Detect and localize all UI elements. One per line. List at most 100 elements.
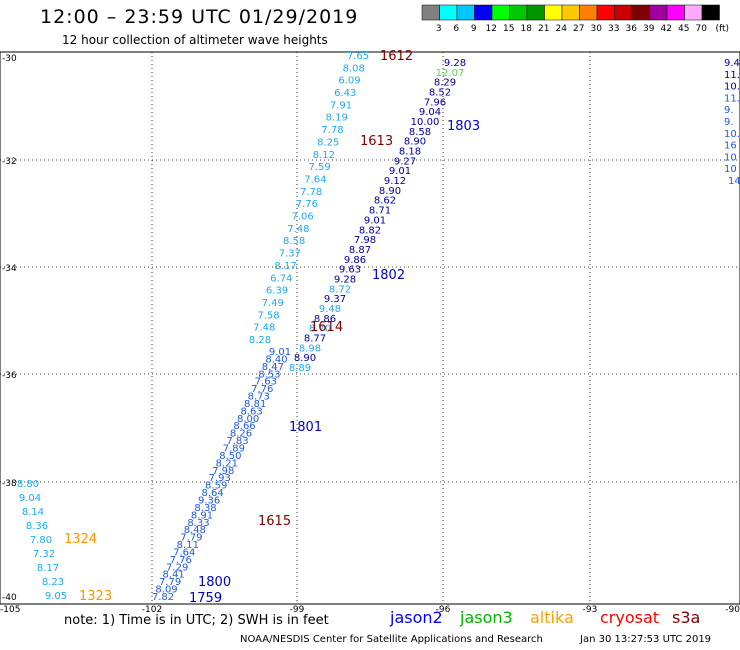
swh-value: 8.73	[248, 392, 270, 403]
axis-labels: -30 -32 -34 -36 -38 -40 -105 -102 -99 -96 -93 -90	[0, 54, 740, 615]
swh-value: 7.76	[251, 384, 273, 395]
lon-label: -90	[725, 605, 740, 615]
swh-value: 8.58	[283, 236, 305, 247]
swh-value: 8.28	[249, 335, 271, 346]
swh-value: 8.11	[177, 540, 199, 551]
swh-value: 8.09	[155, 585, 177, 596]
swh-value: 8.47	[262, 362, 284, 373]
swh-value-edge: 9.	[724, 105, 734, 116]
swh-value: 6.74	[270, 273, 292, 284]
swh-value-edge: 10.4	[724, 82, 740, 93]
legend-label: 36	[626, 24, 638, 34]
legend-unit: (ft)	[716, 24, 730, 34]
legend-label: 30	[591, 24, 603, 34]
swh-value: 7.78	[300, 187, 322, 198]
legend-label: 24	[556, 24, 568, 34]
legend-swatch	[666, 4, 685, 21]
lat-label: -34	[2, 264, 17, 274]
swh-value: 8.23	[42, 577, 64, 588]
swh-value: 6.09	[338, 76, 360, 87]
swh-value: 8.90	[294, 353, 316, 364]
swh-value: 12.07	[436, 68, 465, 79]
swh-value: 9.01	[389, 166, 411, 177]
legend-label: 9	[471, 24, 477, 34]
footer-timestamp: Jan 30 13:27:53 UTC 2019	[580, 634, 712, 645]
swh-value-edge: 9.4	[724, 58, 740, 69]
swh-value: 8.52	[429, 88, 451, 99]
swh-value: 8.40	[265, 354, 287, 365]
swh-value: 7.96	[424, 97, 446, 108]
swh-value: 9.37	[324, 294, 346, 305]
legend-label: 15	[503, 24, 514, 34]
swh-value-edge: 14	[728, 176, 740, 187]
color-legend: 3 6 9 12 15 18 21 24 27 30 33 36 39 42 45 70 (ft)	[421, 4, 730, 34]
swh-value: 8.77	[304, 333, 326, 344]
legend-swatch	[631, 4, 650, 21]
legend-label: 39	[643, 24, 655, 34]
swh-value: 8.59	[205, 481, 227, 492]
swh-value: 8.89	[289, 363, 311, 374]
swh-value-edge: 10.	[724, 129, 740, 140]
mission-cryosat: cryosat	[600, 608, 660, 627]
swh-value-edge: 16	[724, 141, 737, 152]
swh-value: 8.17	[274, 261, 296, 272]
lon-label: -102	[142, 605, 162, 615]
lat-label: -38	[2, 479, 17, 489]
swh-value: 9.05	[45, 591, 67, 602]
pass-time-label: 1801	[289, 420, 322, 435]
swh-value-edge: 11.5	[724, 70, 740, 81]
swh-value: 8.12	[313, 150, 335, 161]
legend-swatch	[579, 4, 598, 21]
swh-value: 7.79	[180, 533, 202, 544]
swh-value: 8.66	[233, 421, 255, 432]
swh-value: 7.63	[255, 377, 277, 388]
legend-swatch	[456, 4, 475, 21]
swh-value-edge: 9.	[724, 117, 734, 128]
lat-label: -30	[2, 54, 17, 64]
legend-swatch	[649, 4, 668, 21]
swh-value: 9.04	[19, 493, 41, 504]
swh-value: 8.25	[317, 137, 339, 148]
lat-label: -36	[2, 371, 17, 381]
swh-value: 7.78	[321, 125, 343, 136]
legend-swatch	[544, 4, 563, 21]
swh-value: 9.04	[419, 107, 441, 118]
page-subtitle: 12 hour collection of altimeter wave hei…	[62, 33, 328, 47]
swh-value: 9.28	[334, 274, 356, 285]
swh-value: 9.27	[394, 156, 416, 167]
swh-value: 8.08	[343, 63, 365, 74]
swh-value: 10.00	[411, 117, 440, 128]
swh-value: 7.49	[262, 298, 284, 309]
legend-label: 27	[573, 24, 584, 34]
legend-swatch	[684, 4, 703, 21]
swh-value: 7.76	[170, 555, 192, 566]
legend-swatch	[701, 4, 720, 21]
swh-value: 8.00	[237, 414, 259, 425]
swh-value: 8.17	[37, 563, 59, 574]
swh-value: 7.89	[223, 444, 245, 455]
lon-label: -96	[436, 605, 451, 615]
swh-value: 8.29	[434, 78, 456, 89]
swh-value: 9.01	[269, 347, 291, 358]
page-title: 12:00 – 23:59 UTC 01/29/2019	[40, 6, 359, 28]
swh-value: 6.43	[334, 88, 356, 99]
legend-swatch	[526, 4, 545, 21]
swh-value: 8.87	[349, 245, 371, 256]
legend-swatch	[561, 4, 580, 21]
mission-altika: altika	[530, 608, 574, 627]
swh-value-edge: 10	[724, 164, 737, 175]
legend-label: 12	[486, 24, 497, 34]
pass-time-label: 1612	[380, 49, 413, 64]
swh-value: 8.58	[409, 127, 431, 138]
swh-value: 7.98	[354, 235, 376, 246]
legend-label: 70	[696, 24, 708, 34]
swh-value: 8.19	[326, 113, 348, 124]
swh-value: 8.48	[184, 525, 206, 536]
pass-time-label: 1615	[258, 514, 291, 529]
swh-value: 8.33	[187, 518, 209, 529]
swh-value: 7.32	[33, 549, 55, 560]
swh-value: 7.79	[159, 577, 181, 588]
swh-value-edge: 11.5	[724, 93, 740, 104]
swh-value: 7.48	[253, 323, 275, 334]
